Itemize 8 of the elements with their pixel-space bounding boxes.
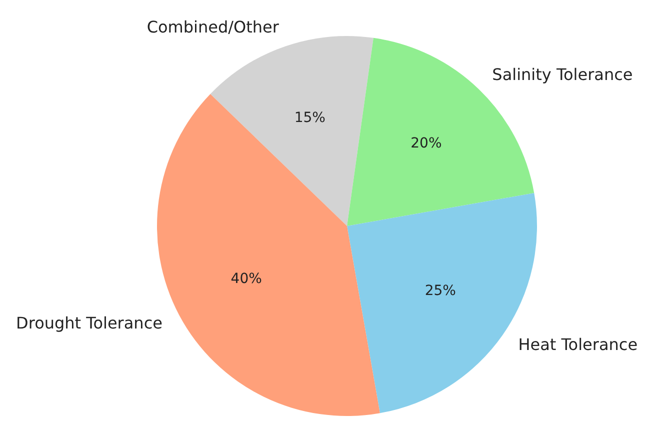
slice-label: Drought Tolerance <box>16 313 162 332</box>
data-label: 40% <box>230 271 262 288</box>
data-label: 25% <box>424 283 456 300</box>
slice-label: Combined/Other <box>146 18 280 37</box>
data-label: 15% <box>294 110 326 126</box>
slice-label: Heat Tolerance <box>518 335 638 354</box>
data-label: 20% <box>410 136 442 152</box>
slice-label: Salinity Tolerance <box>492 64 633 84</box>
